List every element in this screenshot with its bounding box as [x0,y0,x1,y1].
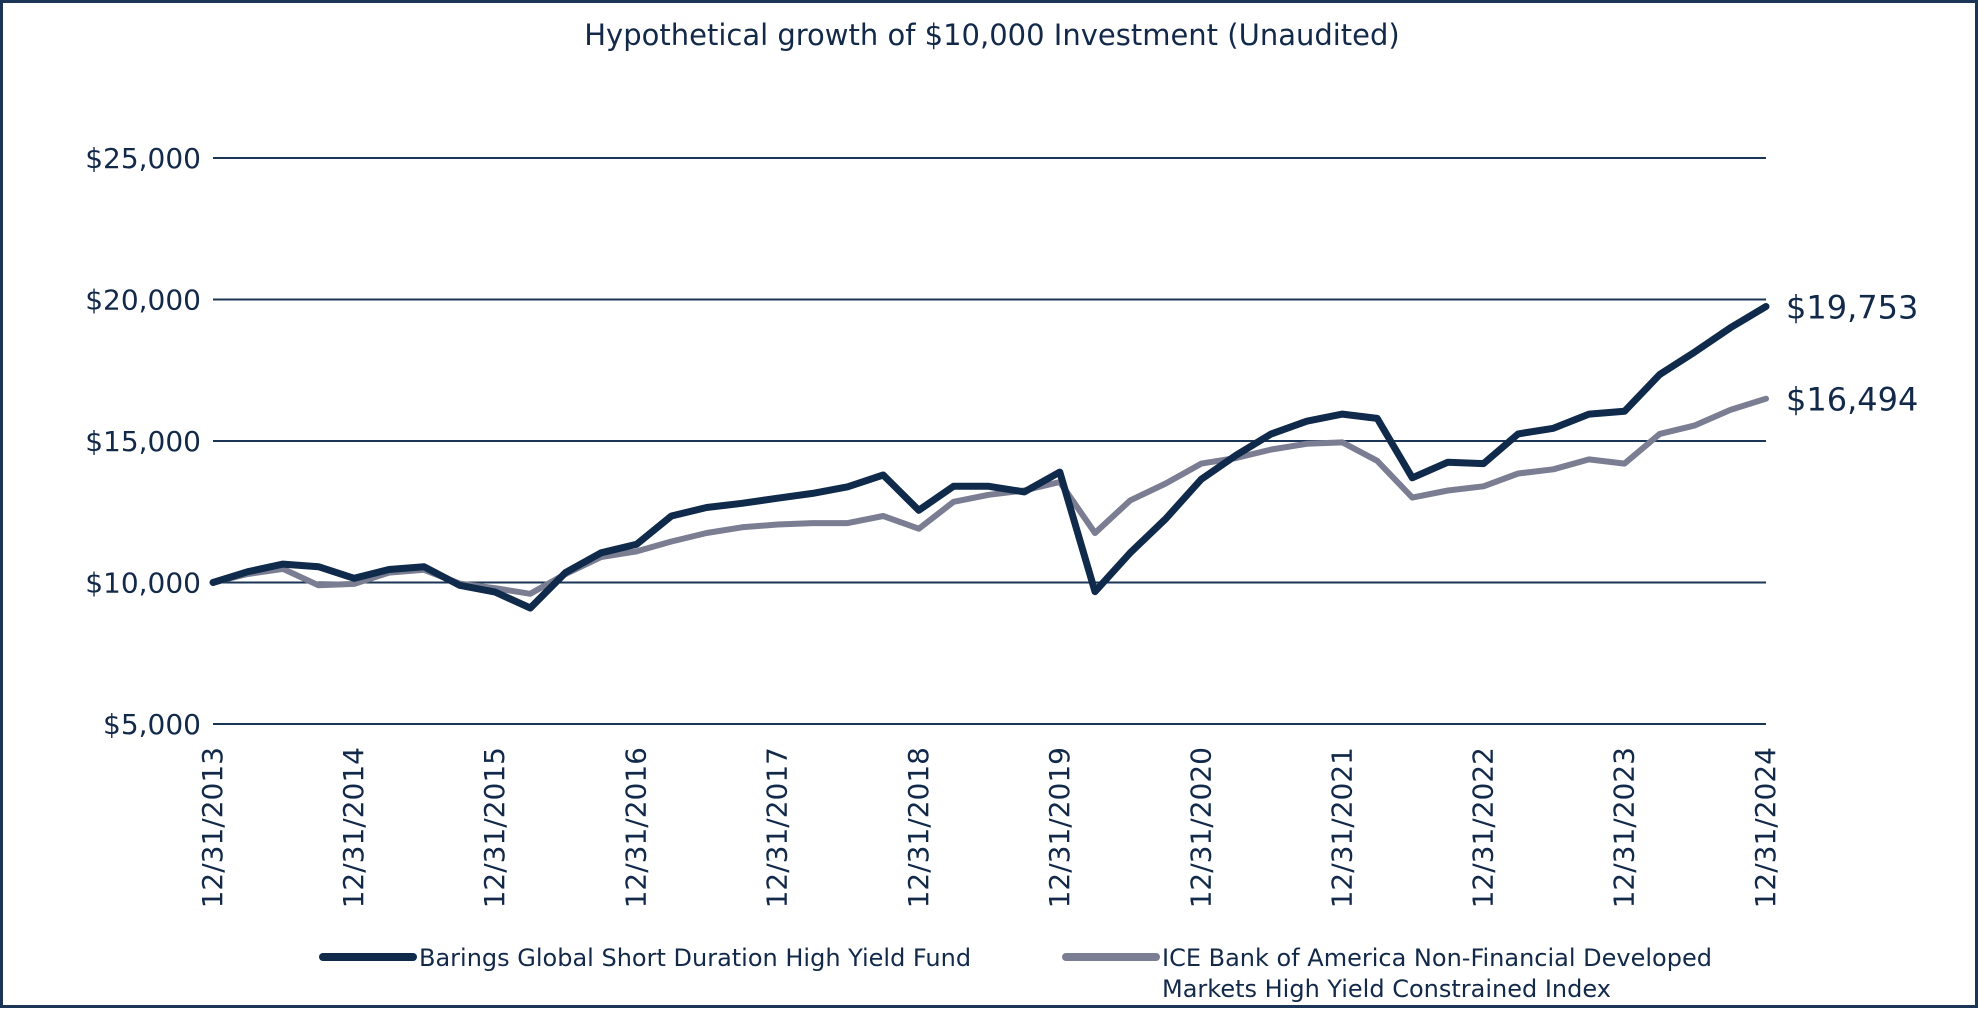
x-tick-label: 12/31/2016 [620,747,653,908]
x-tick-label: 12/31/2014 [337,747,370,908]
end-label-fund: $19,753 [1786,288,1918,326]
x-tick-label: 12/31/2015 [478,747,511,908]
x-tick-label: 12/31/2013 [196,747,229,908]
gridlines [213,157,1766,725]
x-tick-label: 12/31/2020 [1184,747,1217,908]
x-tick-label: 12/31/2019 [1043,747,1076,908]
series-line-index [210,395,1769,597]
end-label-index: $16,494 [1786,381,1918,419]
chart-title: Hypothetical growth of $10,000 Investmen… [584,18,1400,52]
y-tick-label: $25,000 [85,142,201,175]
y-axis-ticks: $5,000 $10,000 $15,000 $20,000 $25,000 [85,142,201,741]
series-lines [209,303,1770,612]
y-tick-label: $10,000 [85,567,201,600]
legend: Barings Global Short Duration High Yield… [319,944,1720,1003]
legend-label-fund: Barings Global Short Duration High Yield… [419,944,971,972]
x-axis-ticks: 12/31/2013 12/31/2014 12/31/2015 12/31/2016… [196,747,1782,908]
end-labels: $16,494 $19,753 [1786,288,1918,418]
y-tick-label: $20,000 [85,284,201,317]
series-line-fund [209,303,1770,612]
x-tick-label: 12/31/2018 [902,747,935,908]
legend-label-index-line-1: ICE Bank of America Non-Financial Develo… [1162,944,1712,972]
x-tick-label: 12/31/2023 [1608,747,1641,908]
x-tick-label: 12/31/2021 [1325,747,1358,908]
x-tick-label: 12/31/2024 [1749,747,1782,908]
legend-label-index-line-2: Markets High Yield Constrained Index [1162,975,1611,1003]
y-tick-label: $5,000 [103,708,201,741]
legend-label-index: ICE Bank of America Non-Financial Develo… [1162,944,1720,1003]
x-tick-label: 12/31/2017 [761,747,794,908]
chart-svg: Hypothetical growth of $10,000 Investmen… [85,18,1918,1003]
y-tick-label: $15,000 [85,425,201,458]
x-tick-label: 12/31/2022 [1466,747,1499,908]
